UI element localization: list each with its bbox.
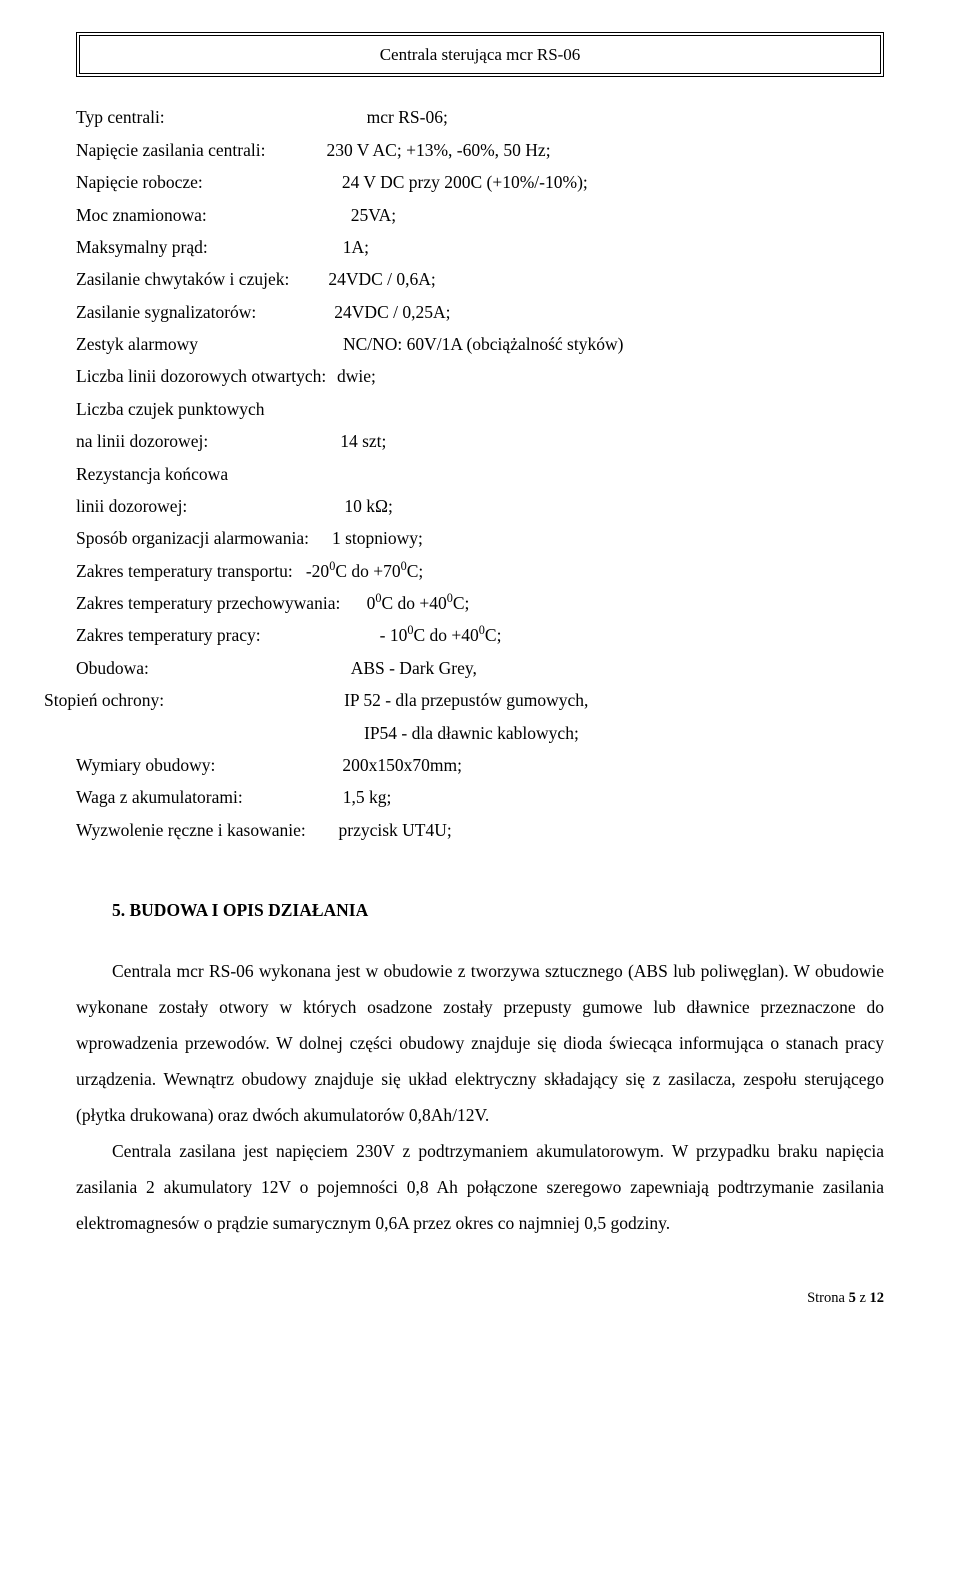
spec-row: Rezystancja końcowa (76, 458, 884, 490)
spec-label: Napięcie robocze: (76, 166, 203, 198)
spec-row: Liczba linii dozorowych otwartych: dwie; (76, 360, 884, 392)
spec-row: Zakres temperatury transportu: -200C do … (76, 555, 884, 587)
spec-label: Zasilanie sygnalizatorów: (76, 296, 256, 328)
spec-value: przycisk UT4U; (330, 814, 452, 846)
spec-label: na linii dozorowej: (76, 425, 208, 457)
spec-row: linii dozorowej: 10 kΩ; (76, 490, 884, 522)
spec-row: Stopień ochrony: IP 52 - dla przepustów g… (44, 684, 884, 716)
spec-row: Wymiary obudowy: 200x150x70mm; (76, 749, 884, 781)
paragraph: Centrala zasilana jest napięciem 230V z … (76, 1134, 884, 1242)
spec-row: Zasilanie chwytaków i czujek: 24VDC / 0,6… (76, 263, 884, 295)
spec-label: Zasilanie chwytaków i czujek: (76, 263, 289, 295)
spec-row: Maksymalny prąd: 1A; (76, 231, 884, 263)
spec-value: mcr RS-06; (367, 101, 448, 133)
spec-row: Wyzwolenie ręczne i kasowanie: przycisk … (76, 814, 884, 846)
spec-row: IP54 - dla dławnic kablowych; (76, 717, 884, 749)
spec-label: Moc znamionowa: (76, 199, 207, 231)
section-title-text: BUDOWA I OPIS DZIAŁANIA (130, 900, 369, 920)
spec-value: NC/NO: 60V/1A (obciążalność styków) (343, 328, 623, 360)
spec-label: Wyzwolenie ręczne i kasowanie: (76, 814, 306, 846)
footer-total: 12 (870, 1290, 885, 1306)
spec-row: Zakres temperatury pracy: - 100C do +400C… (76, 619, 884, 651)
spec-row: Zakres temperatury przechowywania: 00C d… (76, 587, 884, 619)
spec-value: 24 V DC przy 200C (+10%/-10%); (342, 166, 588, 198)
spec-label: Obudowa: (76, 652, 149, 684)
spec-value: ABS - Dark Grey, (343, 652, 477, 684)
spec-value: 1 stopniowy; (332, 522, 423, 554)
spec-value: 200x150x70mm; (342, 749, 462, 781)
spec-value: -200C do +700C; (293, 555, 424, 587)
footer-page: 5 (849, 1290, 856, 1306)
spec-value: 10 kΩ; (344, 490, 393, 522)
spec-label: Sposób organizacji alarmowania: (76, 522, 309, 554)
spec-label: Waga z akumulatorami: (76, 781, 243, 813)
spec-label: Liczba czujek punktowych (76, 393, 265, 425)
spec-label: Stopień ochrony: (44, 684, 164, 716)
spec-row: Waga z akumulatorami: 1,5 kg; (76, 781, 884, 813)
spec-label: Napięcie zasilania centrali: (76, 134, 265, 166)
spec-value: dwie; (328, 360, 376, 392)
page-header-title: Centrala sterująca mcr RS-06 (79, 35, 881, 74)
spec-label: Liczba linii dozorowych otwartych: (76, 360, 326, 392)
spec-label: Wymiary obudowy: (76, 749, 215, 781)
spec-label: linii dozorowej: (76, 490, 187, 522)
spec-row: Napięcie zasilania centrali: 230 V AC; +1… (76, 134, 884, 166)
footer-of: z (856, 1290, 870, 1306)
footer-prefix: Strona (807, 1290, 848, 1306)
spec-value: 24VDC / 0,6A; (328, 263, 435, 295)
spec-value: 14 szt; (340, 425, 386, 457)
section-heading: 5. BUDOWA I OPIS DZIAŁANIA (112, 894, 884, 926)
spec-label: Rezystancja końcowa (76, 458, 228, 490)
spec-label: Typ centrali: (76, 101, 165, 133)
spec-value: 1,5 kg; (343, 781, 392, 813)
spec-label: Zakres temperatury przechowywania: (76, 587, 340, 619)
spec-value: 25VA; (351, 199, 396, 231)
spec-row: Moc znamionowa: 25VA; (76, 199, 884, 231)
paragraph: Centrala mcr RS-06 wykonana jest w obudo… (76, 954, 884, 1133)
spec-row: Typ centrali: mcr RS-06; (76, 101, 884, 133)
spec-value: 1A; (343, 231, 369, 263)
spec-row: na linii dozorowej: 14 szt; (76, 425, 884, 457)
section-number: 5. (112, 900, 125, 920)
spec-value: 00C do +400C; (340, 587, 469, 619)
body-text: Centrala mcr RS-06 wykonana jest w obudo… (76, 954, 884, 1241)
spec-value: IP 52 - dla przepustów gumowych, (344, 684, 588, 716)
spec-row: Liczba czujek punktowych (76, 393, 884, 425)
spec-value: IP54 - dla dławnic kablowych; (364, 717, 579, 749)
spec-row: Zasilanie sygnalizatorów: 24VDC / 0,25A; (76, 296, 884, 328)
page-footer: Strona 5 z 12 (76, 1285, 884, 1312)
spec-row: Zestyk alarmowy NC/NO: 60V/1A (obciążalno… (76, 328, 884, 360)
page-header-frame: Centrala sterująca mcr RS-06 (76, 32, 884, 77)
spec-list: Typ centrali:mcr RS-06;Napięcie zasilani… (76, 101, 884, 846)
spec-label: Maksymalny prąd: (76, 231, 208, 263)
spec-value: 24VDC / 0,25A; (334, 296, 450, 328)
spec-label: Zakres temperatury transportu: (76, 555, 293, 587)
spec-label: Zestyk alarmowy (76, 328, 198, 360)
spec-row: Sposób organizacji alarmowania: 1 stopnio… (76, 522, 884, 554)
spec-value: 230 V AC; +13%, -60%, 50 Hz; (326, 134, 550, 166)
spec-value: - 100C do +400C; (380, 619, 502, 651)
spec-label: Zakres temperatury pracy: (76, 619, 261, 651)
spec-row: Obudowa: ABS - Dark Grey, (76, 652, 884, 684)
spec-row: Napięcie robocze: 24 V DC przy 200C (+10%… (76, 166, 884, 198)
